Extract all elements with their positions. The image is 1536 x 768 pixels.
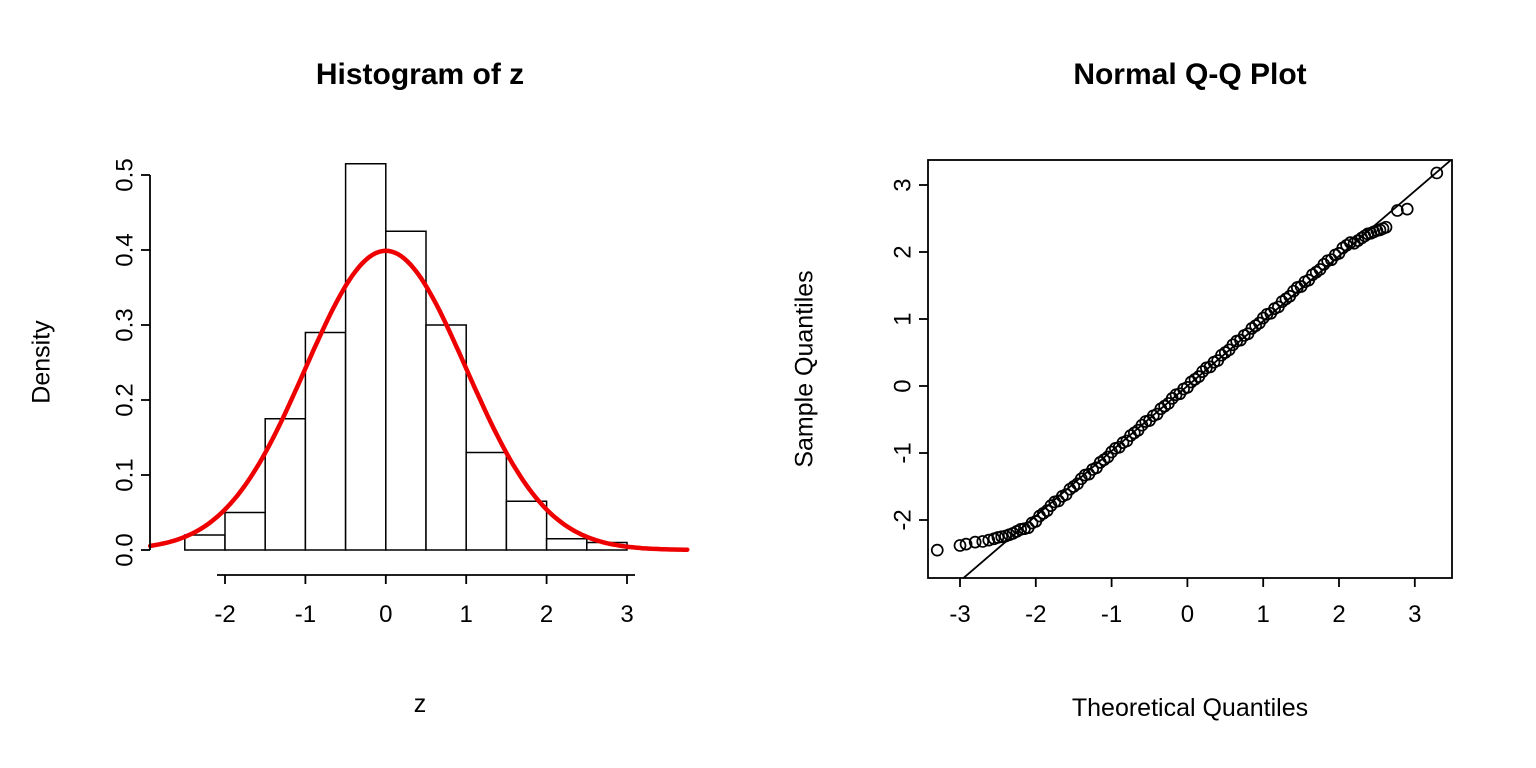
- histogram-bar: [184, 534, 226, 551]
- histogram-y-axis-label: Density: [27, 320, 56, 404]
- y-tick-label: -2: [889, 509, 916, 530]
- y-tick-label: 0: [889, 379, 916, 392]
- x-tick-label: -1: [295, 601, 316, 628]
- qq-x-axis-label: Theoretical Quantiles: [1071, 694, 1309, 722]
- qq-plot-box: [927, 159, 1453, 579]
- qq-point: [930, 543, 944, 557]
- histogram-x-axis-label: z: [413, 690, 427, 718]
- x-tick-label: 0: [1181, 601, 1194, 628]
- y-tick-label: 3: [889, 178, 916, 191]
- y-tick-label: 0.0: [111, 533, 138, 566]
- histogram-bar: [545, 538, 588, 551]
- x-tick-label: 1: [1257, 601, 1270, 628]
- y-tick-label: 0.4: [111, 233, 138, 266]
- qq-point: [968, 535, 982, 549]
- histogram-bar: [505, 500, 548, 551]
- histogram-bar: [465, 451, 508, 551]
- y-tick-label: -1: [889, 442, 916, 463]
- x-tick-label: -2: [214, 601, 235, 628]
- qq-point: [1391, 204, 1404, 217]
- qq-point: [1400, 202, 1414, 216]
- qq-point: [976, 535, 990, 548]
- y-tick-label: 0.1: [111, 458, 138, 491]
- normal-curve: [147, 248, 690, 552]
- x-tick-label: 0: [379, 601, 392, 628]
- qq-y-axis-label: Sample Quantiles: [790, 270, 819, 468]
- x-tick-label: 2: [1332, 601, 1345, 628]
- histogram-bar: [344, 163, 387, 551]
- histogram-title: Histogram of z: [315, 58, 525, 91]
- y-tick-label: 1: [889, 312, 916, 325]
- y-tick-label: 0.3: [111, 308, 138, 341]
- qq-point: [959, 537, 973, 551]
- y-tick-label: 0.2: [111, 383, 138, 416]
- qq-point: [982, 533, 996, 547]
- x-tick-label: 1: [460, 601, 473, 628]
- qq-point: [1379, 220, 1393, 234]
- x-tick-label: -3: [949, 601, 970, 628]
- histogram-bar: [304, 331, 347, 551]
- histogram-bar: [224, 511, 266, 551]
- x-tick-label: 3: [1408, 601, 1421, 628]
- x-tick-label: -1: [1101, 601, 1122, 628]
- x-tick-label: -2: [1025, 601, 1046, 628]
- y-tick-label: 2: [889, 245, 916, 258]
- qq-point: [953, 539, 967, 552]
- x-tick-label: 2: [540, 601, 553, 628]
- qq-title: Normal Q-Q Plot: [1073, 58, 1307, 91]
- qq-point: [1430, 166, 1444, 180]
- x-tick-label: 3: [620, 601, 633, 628]
- histogram-bar: [385, 230, 427, 551]
- y-tick-label: 0.5: [111, 158, 138, 191]
